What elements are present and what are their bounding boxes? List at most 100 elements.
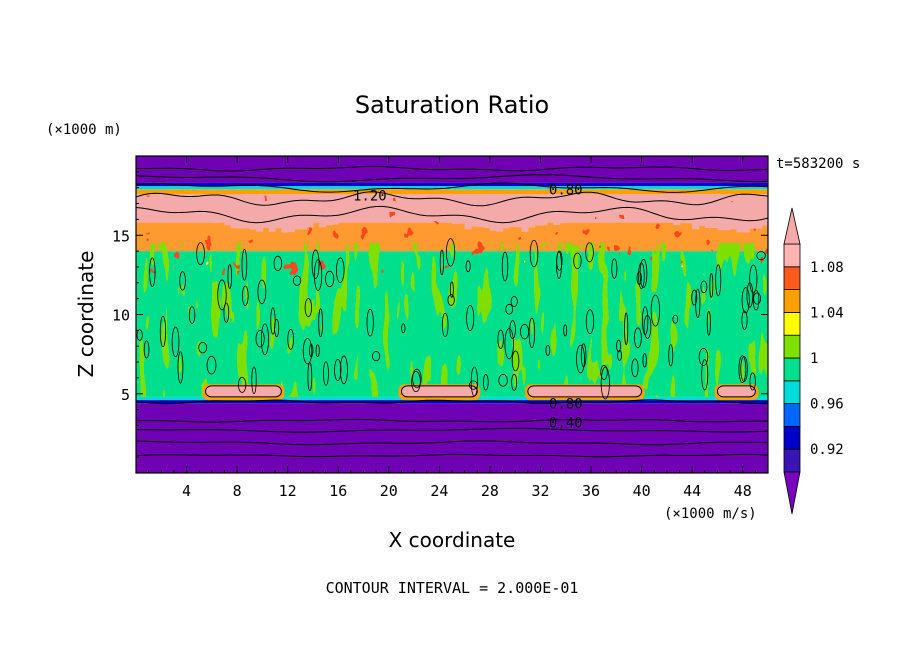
contour-cell — [217, 279, 227, 311]
supersat-cell — [338, 195, 346, 222]
supersat-cell — [256, 201, 264, 232]
contour-cell — [738, 355, 747, 383]
contour-cell — [504, 328, 514, 360]
contour-cell — [325, 270, 335, 288]
contour-cell — [756, 251, 766, 261]
supersat-cell — [262, 202, 270, 228]
supersat-cell — [515, 195, 523, 228]
contour-cell — [445, 238, 456, 267]
band — [136, 189, 768, 195]
supersat-cell — [452, 198, 459, 224]
x-tick-label: 40 — [633, 482, 651, 500]
contour-label: 0.80 — [549, 182, 583, 198]
contour-cell — [482, 374, 489, 391]
contour-cell — [412, 368, 422, 389]
supersat-cell — [508, 194, 516, 227]
contour-cell — [206, 355, 217, 375]
contour-cell — [439, 249, 444, 276]
supersat-cell — [192, 194, 200, 217]
contour-cell — [753, 292, 762, 305]
supersat-cell — [325, 195, 333, 226]
contour-cell — [336, 257, 345, 283]
y-tick-label: 5 — [121, 386, 130, 404]
contour-cell — [468, 380, 478, 390]
supersat-cell — [224, 200, 232, 226]
supersat-cell — [287, 199, 295, 233]
contour-cell — [237, 376, 247, 393]
contour-cell — [411, 371, 421, 393]
supersat-cell — [148, 196, 156, 214]
colorbar-swatch — [783, 311, 801, 336]
x-tick-label: 44 — [683, 482, 701, 500]
supersat-cell — [180, 194, 188, 218]
supersat-cell — [622, 198, 630, 213]
supersat-cell — [591, 202, 598, 216]
contour-line — [136, 418, 768, 423]
contour-line — [136, 174, 768, 183]
supersat-cell — [559, 201, 567, 224]
supersat-cell — [711, 202, 719, 228]
x-axis-label: X coordinate — [389, 528, 516, 552]
supersat-cell — [546, 200, 554, 222]
colorbar-label: 1.04 — [810, 305, 844, 321]
supersat-cell — [218, 197, 226, 222]
contour-cell — [260, 323, 269, 356]
contour-cell — [315, 344, 320, 357]
x-tick-label: 12 — [279, 482, 297, 500]
supersat-cell — [312, 196, 320, 223]
contour-cell — [616, 339, 622, 353]
supersat-cell — [496, 196, 504, 232]
supersat-cell — [237, 202, 245, 229]
colorbar-swatch — [783, 403, 801, 427]
contour-cell — [465, 260, 471, 273]
colorbar-swatch — [783, 334, 801, 359]
supersat-patch — [205, 385, 282, 398]
contour-cell — [311, 249, 320, 279]
supersat-patch — [716, 385, 756, 398]
x-tick-label: 36 — [582, 482, 600, 500]
contour-cell — [501, 251, 509, 282]
supersat-cell — [173, 193, 181, 218]
supersat-cell — [420, 201, 428, 218]
band — [136, 400, 768, 404]
contour-line — [136, 399, 768, 405]
contour-cell — [573, 252, 582, 270]
contour-cell — [650, 294, 661, 327]
contour-cell — [631, 358, 639, 378]
contour-cell — [241, 285, 249, 306]
supersat-cell — [692, 199, 700, 230]
contour-line — [136, 191, 768, 207]
contour-cell — [449, 281, 454, 298]
colorbar-swatch — [783, 289, 801, 313]
contour-cell — [698, 348, 709, 366]
supersat-cell — [211, 198, 219, 224]
contour-cell — [198, 341, 208, 354]
supersat-cell — [319, 195, 327, 228]
supersat-cell — [521, 197, 529, 232]
supersat-cell — [502, 194, 510, 229]
contour-cell — [611, 258, 618, 279]
contour-cell — [171, 326, 180, 358]
contour-cell — [695, 288, 701, 319]
y-unit-label: (×1000 m) — [46, 122, 122, 138]
supersat-cell — [458, 199, 466, 224]
contour-line — [136, 440, 768, 446]
contour-cell — [576, 344, 585, 374]
x-tick-label: 28 — [481, 482, 499, 500]
contour-cell — [304, 298, 313, 318]
supersat-cell — [395, 202, 403, 215]
supersat-cell — [445, 199, 453, 222]
contour-cell — [223, 302, 230, 323]
contour-cell — [505, 303, 514, 315]
contour-cell — [334, 358, 342, 382]
contour-cell — [292, 275, 302, 286]
supersat-cell — [357, 196, 365, 215]
supersat-cell — [736, 203, 744, 233]
contour-cell — [585, 309, 595, 335]
colorbar-swatch — [783, 357, 801, 382]
contour-cell — [287, 329, 295, 350]
supersat-cell — [685, 198, 693, 224]
contour-cell — [251, 366, 257, 394]
contour-cell — [749, 372, 756, 391]
supersat-cell — [660, 194, 668, 223]
